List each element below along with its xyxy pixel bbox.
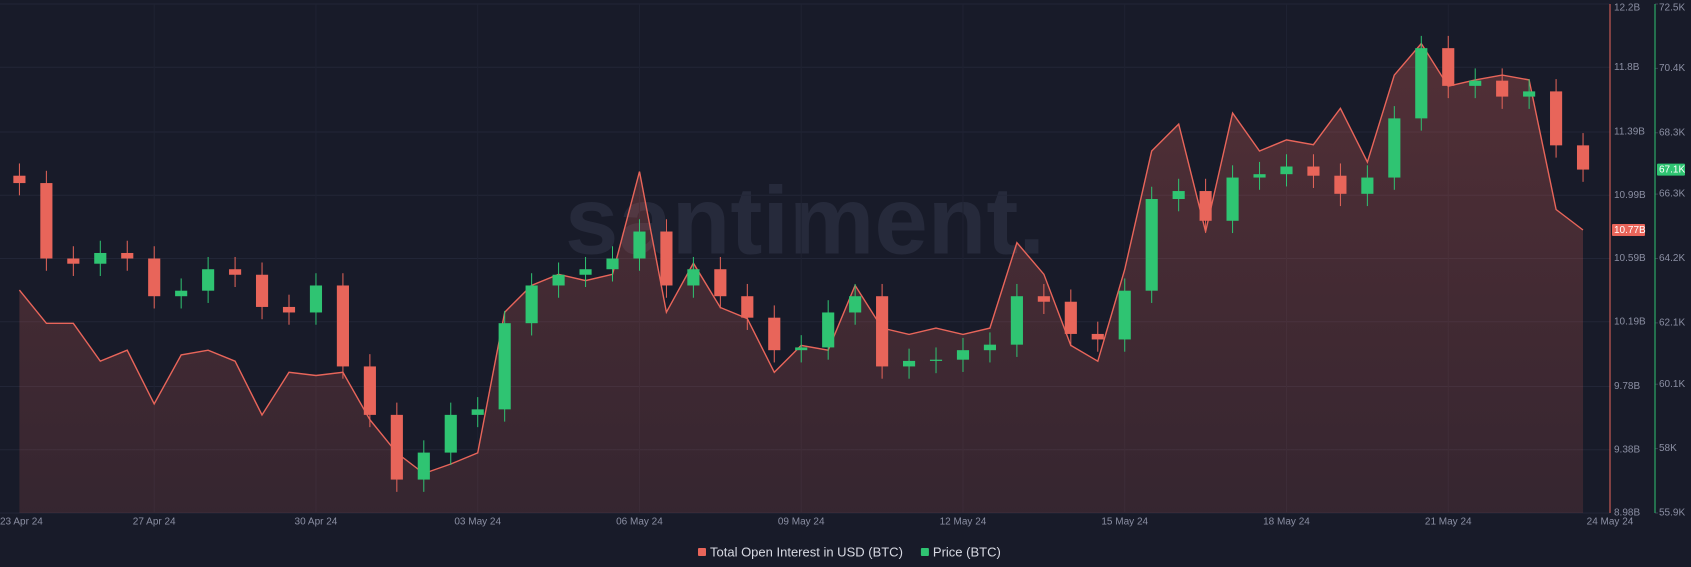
- y2-tick-label: 70.4K: [1659, 63, 1685, 74]
- legend-label: Price (BTC): [933, 544, 1001, 559]
- candle-body: [94, 252, 107, 264]
- candle-body: [498, 323, 511, 410]
- x-tick-label: 09 May 24: [778, 517, 825, 528]
- last-value-label: 10.77B: [1614, 225, 1646, 236]
- candle-body: [1145, 199, 1158, 291]
- candle-body: [1442, 48, 1455, 86]
- candle-body: [309, 285, 323, 313]
- candle-body: [282, 306, 296, 313]
- candle-body: [1226, 177, 1239, 221]
- y-tick-label: 11.8B: [1614, 62, 1640, 73]
- area-fill: [19, 43, 1584, 513]
- candle-body: [956, 350, 970, 360]
- candle-body: [1523, 91, 1536, 97]
- candle-body: [552, 274, 565, 286]
- last-value-badge: [1612, 224, 1645, 237]
- x-tick-label: 21 May 24: [1425, 517, 1472, 528]
- y-tick-label: 10.19B: [1614, 316, 1646, 327]
- candle-body: [13, 175, 26, 184]
- candle-body: [1118, 290, 1131, 340]
- candle-body: [1334, 175, 1347, 194]
- candle-body: [1199, 191, 1212, 221]
- candle-body: [67, 258, 80, 264]
- y-tick-label: 9.38B: [1614, 444, 1640, 455]
- candle-body: [1388, 118, 1401, 178]
- candle-body: [229, 269, 242, 275]
- candle-body: [876, 296, 889, 367]
- x-tick-label: 27 Apr 24: [133, 517, 176, 528]
- candle-body: [1280, 166, 1293, 175]
- y-tick-label: 8.98B: [1614, 508, 1640, 519]
- y2-tick-label: 64.2K: [1659, 253, 1685, 264]
- x-tick-label: 24 May 24: [1587, 517, 1634, 528]
- candle-body: [121, 252, 134, 259]
- candle-body: [579, 269, 592, 275]
- candle-body: [741, 296, 754, 318]
- candle-body: [471, 409, 484, 415]
- legend: Total Open Interest in USD (BTC) Price (B…: [698, 544, 1001, 559]
- x-tick-label: 03 May 24: [454, 517, 501, 528]
- candle-body: [444, 414, 457, 453]
- candle-body: [363, 366, 376, 415]
- candle-body: [40, 183, 53, 259]
- last-value-label: 67.1K: [1659, 165, 1685, 176]
- y2-tick-label: 62.1K: [1659, 318, 1685, 329]
- candle-body: [606, 258, 619, 270]
- candle-body: [1576, 145, 1590, 170]
- candle-body: [148, 258, 161, 297]
- x-tick-label: 30 Apr 24: [295, 517, 338, 528]
- y-tick-label: 12.2B: [1614, 3, 1640, 14]
- candle-body: [390, 414, 403, 480]
- candle-body: [1172, 191, 1185, 200]
- y-tick-label: 11.39B: [1614, 127, 1645, 138]
- candle-body: [795, 347, 808, 351]
- x-tick-label: 12 May 24: [940, 517, 987, 528]
- candle-body: [1253, 174, 1266, 178]
- candle-body: [902, 360, 916, 367]
- candle-body: [633, 231, 646, 259]
- x-tick-label: 15 May 24: [1101, 517, 1148, 528]
- candle-body: [1307, 166, 1320, 176]
- y2-tick-label: 58K: [1659, 443, 1677, 454]
- y-tick-label: 10.59B: [1614, 253, 1646, 264]
- candle-body: [822, 312, 835, 348]
- candle-body: [1415, 48, 1428, 119]
- y2-tick-label: 72.5K: [1659, 3, 1685, 14]
- candle-body: [1469, 80, 1482, 86]
- candle-body: [983, 344, 997, 351]
- candle-body: [175, 290, 188, 297]
- candle-body: [1496, 80, 1509, 97]
- y2-tick-label: 55.9K: [1659, 508, 1685, 519]
- candle-body: [687, 269, 700, 286]
- candle-body: [1010, 296, 1023, 345]
- x-tick-label: 06 May 24: [616, 517, 663, 528]
- candle-body: [768, 317, 781, 351]
- candle-body: [1091, 333, 1104, 340]
- candle-body: [849, 296, 862, 313]
- x-tick-label: 18 May 24: [1263, 517, 1310, 528]
- candle-body: [255, 274, 269, 307]
- y2-tick-label: 68.3K: [1659, 127, 1685, 138]
- candle-body: [525, 285, 538, 324]
- candle-body: [417, 452, 430, 480]
- candle-body: [1550, 91, 1563, 146]
- legend-swatch: [920, 548, 929, 556]
- y2-tick-label: 66.3K: [1659, 189, 1685, 200]
- y2-tick-label: 60.1K: [1659, 379, 1685, 390]
- candle-body: [336, 285, 349, 367]
- candle-body: [1037, 296, 1050, 302]
- candle-body: [1361, 177, 1374, 194]
- x-tick-label: 23 Apr 24: [0, 517, 43, 528]
- y-tick-label: 10.99B: [1614, 190, 1646, 201]
- y-tick-label: 9.78B: [1614, 381, 1640, 392]
- candle-body: [929, 359, 943, 361]
- last-value-badge: [1657, 163, 1685, 176]
- candle-body: [202, 269, 215, 291]
- candle-body: [1064, 301, 1077, 334]
- candle-body: [714, 269, 727, 297]
- legend-label: Total Open Interest in USD (BTC): [710, 544, 903, 559]
- candle-body: [660, 231, 673, 286]
- legend-swatch: [698, 548, 706, 556]
